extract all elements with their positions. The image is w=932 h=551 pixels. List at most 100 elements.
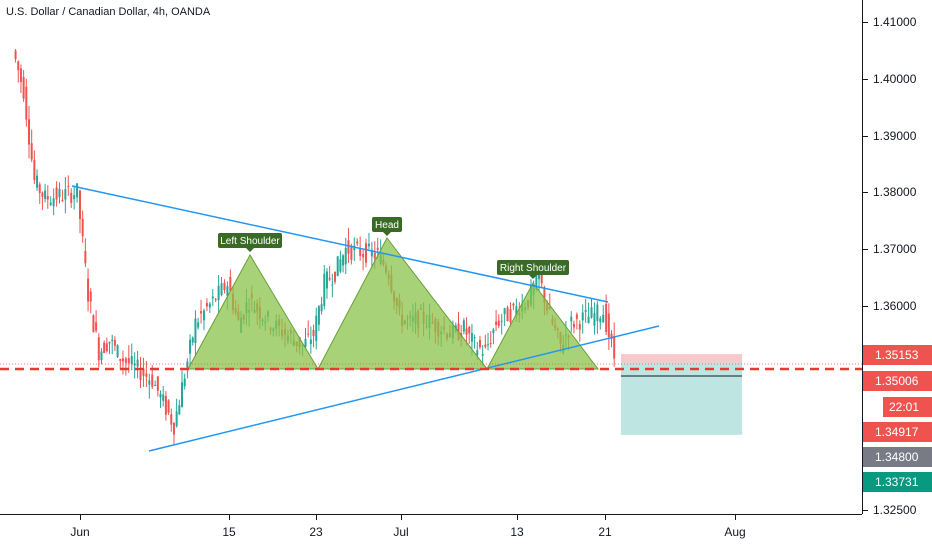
- candle: [367, 232, 370, 250]
- candle: [570, 311, 573, 333]
- candle: [613, 322, 616, 367]
- candle: [38, 182, 41, 204]
- candle: [97, 333, 100, 368]
- candle: [148, 373, 151, 399]
- candle: [489, 331, 492, 348]
- candle: [130, 343, 133, 371]
- candle: [14, 48, 17, 63]
- candle: [492, 328, 495, 345]
- candle: [344, 237, 347, 275]
- candle: [512, 302, 515, 311]
- candle: [605, 294, 608, 335]
- descending-trendline[interactable]: [71, 185, 609, 303]
- svg-text:Right Shoulder: Right Shoulder: [500, 263, 567, 274]
- candle: [136, 350, 139, 379]
- candle: [41, 191, 44, 210]
- time-tick-label: 13: [510, 525, 524, 539]
- candle: [602, 304, 605, 323]
- price-axis[interactable]: 1.41000 1.40000 1.39000 1.38000 1.37000 1.360…: [862, 0, 932, 517]
- candle: [178, 399, 181, 415]
- plot-area: Left Shoulder Head Right Shoulder: [0, 48, 862, 452]
- candle: [55, 181, 58, 207]
- candle: [506, 305, 509, 322]
- axis-corner: [862, 514, 932, 550]
- price-tick-mark: [863, 192, 868, 194]
- candle: [362, 249, 365, 271]
- candle: [30, 129, 33, 163]
- candle: [317, 304, 320, 332]
- candle: [70, 188, 73, 208]
- time-tick-mark: [80, 515, 81, 520]
- candle: [58, 182, 61, 204]
- chart-title: U.S. Dollar / Canadian Dollar, 4h, OANDA: [6, 6, 211, 18]
- price-tick-label: 1.38000: [873, 185, 917, 200]
- candle: [323, 264, 326, 310]
- label-head[interactable]: Head: [372, 217, 402, 236]
- time-axis[interactable]: Jun 15 23 Jul 13 21 Aug: [0, 514, 862, 551]
- candle: [183, 373, 186, 390]
- candle: [79, 189, 81, 234]
- time-tick-mark: [401, 515, 402, 520]
- candle: [89, 288, 92, 314]
- time-tick-label: 15: [222, 525, 236, 539]
- label-left-shoulder[interactable]: Left Shoulder: [218, 233, 282, 252]
- candle: [92, 314, 95, 333]
- candle: [167, 399, 170, 415]
- candle: [356, 238, 359, 246]
- candle: [223, 279, 226, 294]
- candle: [33, 150, 36, 185]
- candle: [76, 183, 79, 203]
- candle: [19, 64, 22, 94]
- candle: [365, 238, 368, 268]
- candle: [133, 352, 136, 379]
- candle: [95, 310, 98, 333]
- candle: [164, 391, 167, 421]
- candle: [100, 348, 103, 365]
- candle: [103, 340, 106, 353]
- candle: [220, 277, 223, 297]
- candle: [202, 308, 205, 331]
- candle: [170, 408, 173, 432]
- candle: [575, 312, 578, 330]
- price-badge: 22:01: [883, 397, 932, 417]
- candle: [139, 356, 142, 388]
- candle: [84, 238, 87, 268]
- price-tick-label: 1.39000: [873, 128, 917, 143]
- time-tick-mark: [517, 515, 518, 520]
- time-tick-mark: [735, 515, 736, 520]
- candle: [64, 176, 67, 214]
- candle: [473, 334, 476, 349]
- label-right-shoulder[interactable]: Right Shoulder: [497, 260, 569, 279]
- candle: [581, 304, 584, 334]
- candle: [328, 265, 331, 281]
- candle: [197, 317, 200, 330]
- candle: [572, 320, 575, 334]
- candle: [503, 307, 506, 327]
- candle: [593, 302, 596, 335]
- candle: [205, 298, 208, 312]
- candle: [200, 299, 203, 324]
- candle: [36, 169, 39, 191]
- time-tick-mark: [316, 515, 317, 520]
- candle: [320, 296, 323, 315]
- candle: [497, 314, 500, 329]
- candle: [465, 317, 468, 346]
- candle: [49, 196, 52, 207]
- price-tick-label: 1.37000: [873, 242, 917, 257]
- candle: [495, 310, 498, 331]
- candle: [468, 325, 471, 344]
- price-badge: 1.34800: [863, 447, 932, 467]
- candle: [339, 250, 342, 274]
- price-tick-mark: [863, 306, 868, 307]
- candle: [217, 275, 220, 314]
- candle: [229, 269, 232, 292]
- candle: [52, 188, 55, 216]
- candle: [175, 398, 178, 428]
- price-tick-mark: [863, 135, 868, 137]
- ascending-trendline[interactable]: [148, 325, 660, 452]
- candle: [108, 341, 111, 355]
- candle: [116, 344, 119, 358]
- candle: [44, 183, 47, 203]
- candle: [309, 326, 312, 354]
